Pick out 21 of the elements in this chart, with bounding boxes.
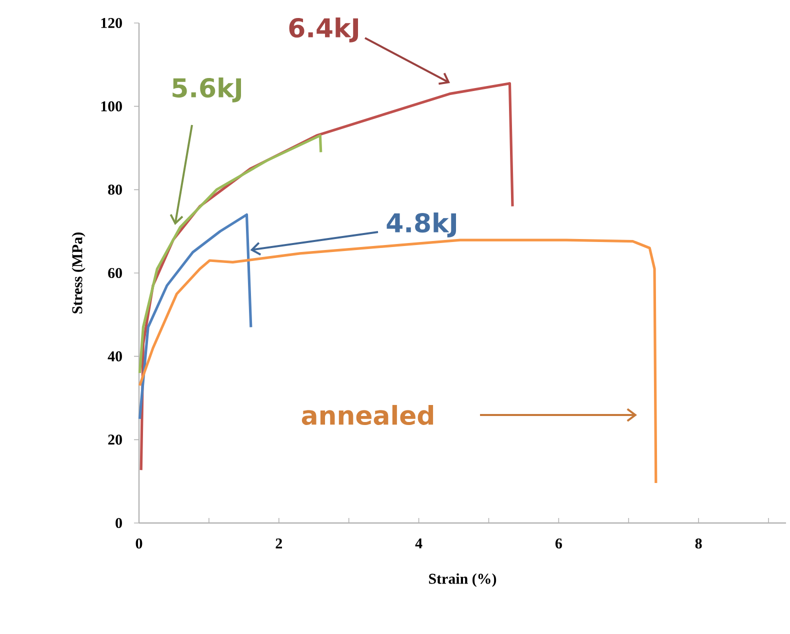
x-tick-label: 8 <box>695 538 702 549</box>
annotation: 5.6kJ <box>172 78 241 102</box>
x-axis-title: Strain (%) <box>429 573 496 587</box>
y-tick-label: 20 <box>108 434 122 445</box>
line-series <box>138 213 252 420</box>
y-tick-label: 0 <box>116 518 122 528</box>
annotation: 4.8kJ <box>386 212 456 238</box>
y-tick-label: 80 <box>108 184 122 195</box>
y-axis-title: Stress (MPa) <box>72 232 86 314</box>
line-series <box>138 238 658 484</box>
annotation: annealed <box>302 404 434 426</box>
x-tick-label: 4 <box>415 538 422 548</box>
y-tick-label: 40 <box>108 351 122 362</box>
y-tick-label: 60 <box>108 268 122 278</box>
y-tick-label: 120 <box>101 18 122 28</box>
x-tick-label: 2 <box>276 538 282 548</box>
x-tick-label: 6 <box>555 538 562 549</box>
annotation: 6.4kJ <box>289 18 358 42</box>
x-tick-label: 0 <box>136 538 142 549</box>
y-tick-label: 100 <box>101 101 122 112</box>
line-series <box>138 134 322 374</box>
